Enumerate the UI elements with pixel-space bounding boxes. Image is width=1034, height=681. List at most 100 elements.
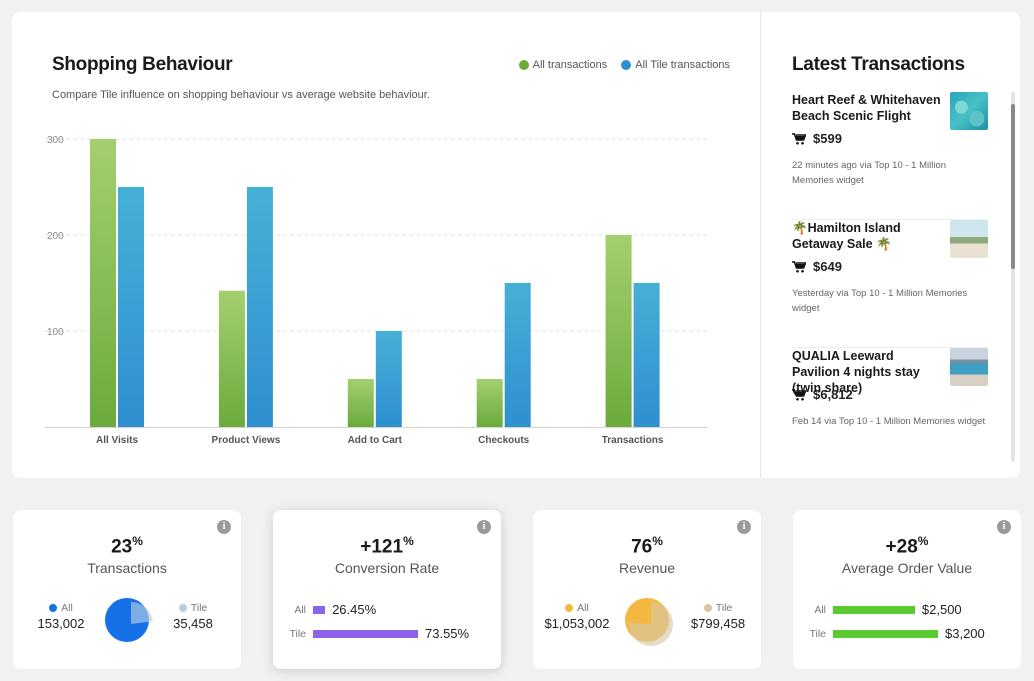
- transaction-name: QUALIA Leeward Pavilion 4 nights stay (t…: [792, 349, 920, 395]
- revenue-pie-chart: [625, 598, 673, 646]
- y-tick-label: 100: [47, 327, 64, 338]
- bar-tile: [375, 331, 402, 427]
- all-value: 153,002: [37, 616, 85, 631]
- pie-tile-slice: [629, 602, 673, 646]
- pie-tile-slice: [131, 602, 153, 624]
- stat-label: Conversion Rate: [334, 560, 440, 576]
- bar-all: [476, 379, 503, 427]
- bar-tile: [118, 187, 144, 427]
- bar-row-all: All $2,500: [814, 602, 962, 617]
- beach-thumbnail-icon: [950, 220, 988, 258]
- bar-all: [605, 235, 632, 427]
- transaction-meta: Yesterday via Top 10 - 1 Million Memorie…: [792, 288, 968, 314]
- pool-thumbnail-icon: [950, 348, 988, 386]
- scrollbar-thumb[interactable]: [1011, 104, 1015, 269]
- stat-value: 23%: [111, 534, 143, 558]
- reef-thumbnail-icon: [950, 92, 988, 130]
- transaction-price: $649: [792, 259, 842, 274]
- chart-title: Shopping Behaviour: [52, 54, 233, 75]
- transaction-meta: Feb 14 via Top 10 - 1 Million Memories w…: [792, 416, 986, 427]
- transactions-pie-chart: [105, 598, 153, 642]
- transaction-meta: 22 minutes ago via Top 10 - 1 Million Me…: [792, 160, 947, 186]
- bar-fill-all: [313, 605, 326, 614]
- bar-tile: [633, 283, 660, 427]
- cart-icon: [792, 388, 806, 401]
- tile-legend: Tile $799,458: [685, 602, 751, 631]
- y-tick-label: 200: [47, 231, 64, 242]
- stat-value: 76%: [631, 534, 663, 558]
- transaction-item[interactable]: 🌴Hamilton Island Getaway Sale 🌴 $649 Yes…: [792, 220, 988, 348]
- legend-label: All transactions: [532, 59, 608, 71]
- transaction-price: $599: [792, 131, 842, 146]
- bar-tile: [246, 187, 273, 427]
- stat-label: Transactions: [87, 560, 167, 576]
- transactions-list[interactable]: Heart Reef & Whitehaven Beach Scenic Fli…: [792, 92, 988, 476]
- bar-fill-tile: [833, 629, 938, 638]
- tile-legend: Tile 35,458: [163, 602, 223, 631]
- all-value: $1,053,002: [544, 616, 610, 631]
- stat-card-average-order-value: i +28% Average Order Value All $2,500 Ti…: [793, 510, 1021, 669]
- bar-chart: 100 200 300 All Visits Product Views Add to C…: [45, 135, 708, 446]
- transaction-name: Heart Reef & Whitehaven Beach Scenic Fli…: [792, 93, 941, 123]
- latest-transactions-pane: Latest Transactions Heart Reef & Whiteha…: [761, 12, 1020, 478]
- transactions-title: Latest Transactions: [792, 54, 965, 75]
- transaction-item[interactable]: QUALIA Leeward Pavilion 4 nights stay (t…: [792, 348, 988, 476]
- stat-label: Average Order Value: [841, 560, 973, 576]
- tile-value: $799,458: [690, 616, 746, 631]
- bar-all: [218, 290, 245, 427]
- y-tick-label: 300: [47, 135, 64, 146]
- bar-row-tile: Tile 73.55%: [289, 626, 470, 641]
- chart-legend: All transactions All Tile transactions: [518, 59, 730, 71]
- info-icon[interactable]: i: [477, 520, 491, 534]
- bar-all: [90, 139, 116, 427]
- cart-icon: [792, 260, 806, 273]
- info-icon[interactable]: i: [217, 520, 231, 534]
- bar-value: 26.45%: [332, 602, 377, 617]
- bar-value: $3,200: [945, 626, 985, 641]
- stat-card-transactions: i 23% Transactions All 153,002 Tile 35,4…: [13, 510, 241, 669]
- bar-row-all: All 26.45%: [294, 602, 377, 617]
- legend-dot-icon: [621, 60, 632, 70]
- x-tick-label: Checkouts: [478, 435, 530, 446]
- stat-value: +28%: [885, 534, 929, 558]
- x-tick-label: Product Views: [212, 435, 281, 446]
- legend-item-all[interactable]: All transactions: [518, 59, 608, 71]
- price-value: $6,812: [813, 387, 853, 402]
- stat-label: Revenue: [618, 560, 676, 576]
- all-dot-icon: [49, 604, 58, 612]
- legend-label: All Tile transactions: [635, 59, 730, 71]
- tile-value: 35,458: [173, 616, 213, 631]
- x-tick-label: Transactions: [602, 435, 664, 446]
- transaction-name: 🌴Hamilton Island Getaway Sale 🌴: [792, 221, 901, 251]
- all-legend: All 153,002: [31, 602, 91, 631]
- stat-card-revenue: i 76% Revenue All $1,053,002 Tile $799,4…: [533, 510, 761, 669]
- info-icon[interactable]: i: [997, 520, 1011, 534]
- chart-subtitle: Compare Tile influence on shopping behav…: [52, 89, 430, 101]
- transaction-item[interactable]: Heart Reef & Whitehaven Beach Scenic Fli…: [792, 92, 988, 220]
- bar-value: 73.55%: [425, 626, 470, 641]
- tile-dot-icon: [703, 604, 712, 612]
- all-dot-icon: [565, 604, 574, 612]
- shopping-behaviour-card: 100 200 300 All Visits Product Views Add to C…: [12, 12, 1020, 478]
- transactions-scrollbar[interactable]: [1011, 92, 1015, 462]
- cart-icon: [792, 132, 806, 145]
- bar-row-tile: Tile $3,200: [809, 626, 985, 641]
- chart-pane: 100 200 300 All Visits Product Views Add to C…: [12, 12, 760, 478]
- all-legend: All $1,053,002: [539, 602, 615, 631]
- info-icon[interactable]: i: [737, 520, 751, 534]
- bar-fill-all: [833, 605, 915, 614]
- price-value: $649: [813, 259, 842, 274]
- x-tick-label: All Visits: [96, 435, 138, 446]
- bar-tile: [504, 283, 531, 427]
- legend-item-tile[interactable]: All Tile transactions: [621, 59, 730, 71]
- bar-value: $2,500: [921, 602, 962, 617]
- bar-all: [347, 379, 374, 427]
- price-value: $599: [813, 131, 842, 146]
- x-tick-label: Add to Cart: [348, 435, 403, 446]
- stat-card-conversion-rate: i +121% Conversion Rate All 26.45% Tile …: [273, 510, 501, 669]
- bar-fill-tile: [313, 629, 418, 638]
- stat-value: +121%: [360, 534, 414, 558]
- divider: [760, 12, 761, 478]
- tile-dot-icon: [178, 604, 187, 612]
- legend-dot-icon: [518, 60, 529, 70]
